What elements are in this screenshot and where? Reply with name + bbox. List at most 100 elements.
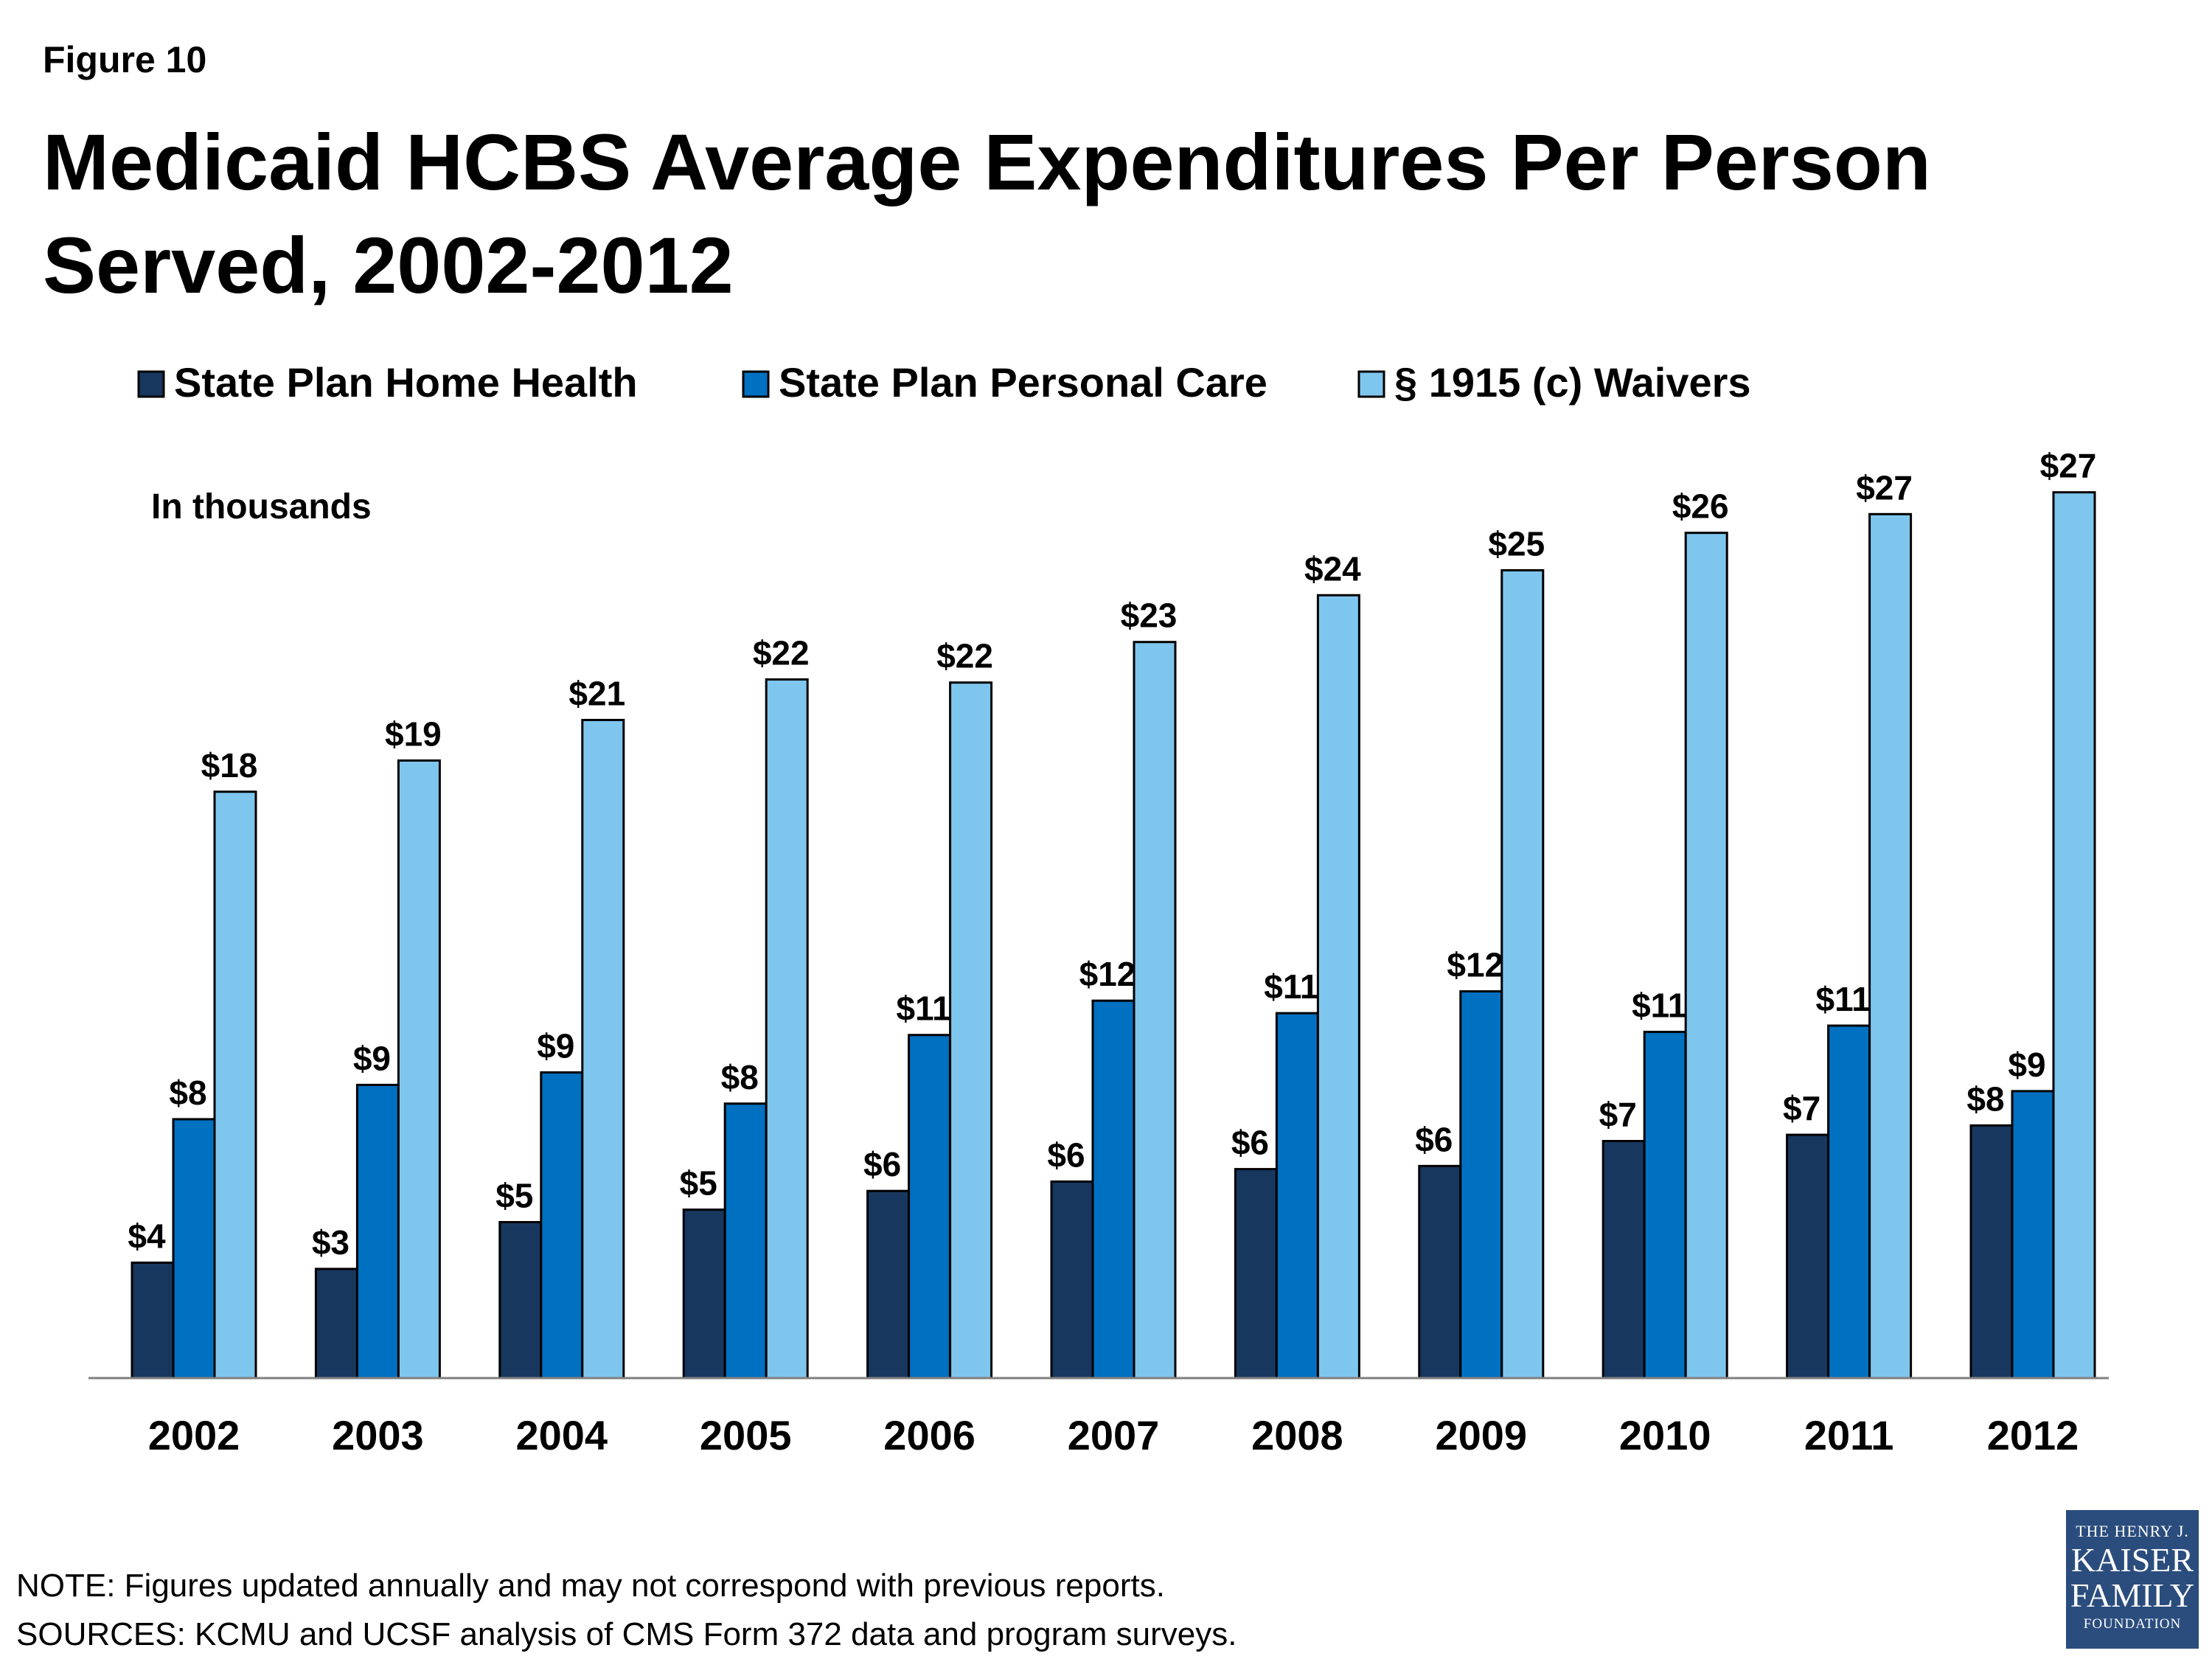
value-labels-layer: $4 $8 $18 $3 $9 $19 $5 $9 $21 $5 $8 $22 $6 $11 $22 $6 $1… [128, 447, 2096, 1262]
bar-state-plan-personal-care-2008 [1275, 1012, 1319, 1380]
x-tick-2003: 2003 [332, 1412, 424, 1458]
data-label-state-plan-personal-care-2008: $11 [1264, 967, 1318, 1006]
data-label-state-plan-home-health-2011: $7 [1783, 1089, 1820, 1127]
bar-state-plan-personal-care-2006 [908, 1034, 952, 1380]
bar-state-plan-personal-care-2011 [1827, 1024, 1871, 1380]
x-tick-2009: 2009 [1436, 1412, 1528, 1458]
x-tick-2005: 2005 [700, 1412, 792, 1458]
legend-label: State Plan Home Health [174, 359, 638, 406]
bar-1915-c-waivers-2012 [2052, 491, 2096, 1380]
data-label-1915-c-waivers-2012: $27 [2040, 447, 2097, 485]
data-label-state-plan-personal-care-2004: $9 [537, 1026, 574, 1065]
data-label-1915-c-waivers-2008: $24 [1304, 549, 1361, 588]
data-label-1915-c-waivers-2011: $27 [1856, 468, 1913, 507]
data-label-state-plan-home-health-2008: $6 [1231, 1124, 1269, 1162]
bar-state-plan-personal-care-2010 [1643, 1030, 1687, 1380]
bar-state-plan-home-health-2003 [314, 1267, 358, 1380]
data-label-1915-c-waivers-2007: $23 [1121, 597, 1178, 635]
data-label-state-plan-home-health-2006: $6 [863, 1145, 901, 1183]
data-label-state-plan-personal-care-2009: $12 [1447, 945, 1503, 984]
bar-1915-c-waivers-2004 [581, 718, 625, 1380]
sources-line: SOURCES: KCMU and UCSF analysis of CMS F… [16, 1616, 1237, 1652]
bar-1915-c-waivers-2008 [1316, 594, 1360, 1380]
logo-line: FOUNDATION [2083, 1616, 2182, 1632]
legend-item-state-plan-home-health: State Plan Home Health [137, 359, 638, 406]
bar-state-plan-home-health-2006 [866, 1189, 911, 1380]
data-label-state-plan-personal-care-2002: $8 [169, 1074, 206, 1112]
bar-1915-c-waivers-2011 [1868, 512, 1913, 1380]
data-label-1915-c-waivers-2004: $21 [568, 674, 625, 712]
data-label-state-plan-home-health-2005: $5 [680, 1164, 717, 1203]
note-line: NOTE: Figures updated annually and may n… [16, 1568, 1165, 1604]
bar-state-plan-personal-care-2002 [172, 1118, 216, 1380]
bar-1915-c-waivers-2006 [949, 681, 993, 1380]
logo-line: FAMILY [2070, 1576, 2195, 1614]
bar-chart: State Plan Home Health State Plan Persona… [88, 359, 2109, 1458]
x-tick-2004: 2004 [516, 1412, 608, 1458]
x-tick-2002: 2002 [148, 1412, 240, 1458]
bar-state-plan-personal-care-2007 [1091, 999, 1135, 1380]
legend-label: § 1915 (c) Waivers [1394, 359, 1751, 406]
bar-1915-c-waivers-2003 [397, 759, 441, 1380]
kff-logo: THE HENRY J. KAISER FAMILY FOUNDATION [2066, 1510, 2199, 1649]
data-label-state-plan-home-health-2002: $4 [128, 1217, 166, 1255]
legend-swatch [1357, 370, 1385, 398]
bar-state-plan-personal-care-2003 [355, 1083, 400, 1380]
logo-line: THE HENRY J. [2076, 1522, 2189, 1540]
data-label-state-plan-personal-care-2010: $11 [1632, 986, 1686, 1024]
x-tick-2011: 2011 [1804, 1412, 1894, 1458]
legend-item-state-plan-personal-care: State Plan Personal Care [742, 359, 1267, 406]
data-label-state-plan-home-health-2003: $3 [312, 1223, 349, 1262]
logo-line: KAISER [2070, 1541, 2194, 1579]
bar-state-plan-home-health-2011 [1786, 1133, 1830, 1380]
data-label-state-plan-personal-care-2012: $9 [2008, 1046, 2045, 1084]
data-label-1915-c-waivers-2005: $22 [753, 633, 810, 672]
chart-legend: State Plan Home Health State Plan Persona… [137, 359, 1751, 406]
footnotes: NOTE: Figures updated annually and may n… [16, 1562, 1237, 1659]
bar-1915-c-waivers-2002 [213, 790, 257, 1380]
bar-state-plan-home-health-2009 [1418, 1164, 1462, 1380]
bars-layer [131, 491, 2096, 1380]
data-label-state-plan-personal-care-2011: $11 [1815, 980, 1870, 1018]
bar-1915-c-waivers-2010 [1684, 532, 1728, 1380]
x-tick-2006: 2006 [883, 1412, 975, 1458]
data-label-state-plan-home-health-2009: $6 [1415, 1120, 1453, 1158]
data-label-state-plan-home-health-2004: $5 [495, 1177, 533, 1215]
data-label-1915-c-waivers-2006: $22 [936, 637, 993, 675]
data-label-state-plan-home-health-2007: $6 [1047, 1136, 1085, 1175]
bar-state-plan-home-health-2008 [1234, 1168, 1278, 1380]
bar-state-plan-personal-care-2004 [540, 1071, 584, 1380]
bar-state-plan-home-health-2005 [682, 1208, 726, 1380]
bar-state-plan-personal-care-2009 [1459, 990, 1503, 1380]
x-tick-labels: 2002 2003 2004 2005 2006 2007 2008 2009 2010 2011… [148, 1412, 2079, 1458]
data-label-state-plan-personal-care-2005: $8 [721, 1058, 759, 1096]
bar-1915-c-waivers-2009 [1500, 568, 1545, 1380]
x-tick-2008: 2008 [1251, 1412, 1343, 1458]
x-tick-2007: 2007 [1068, 1412, 1160, 1458]
data-label-state-plan-personal-care-2006: $11 [896, 990, 950, 1028]
bar-1915-c-waivers-2007 [1133, 641, 1177, 1380]
data-label-state-plan-personal-care-2007: $12 [1079, 955, 1136, 993]
bar-state-plan-home-health-2007 [1050, 1180, 1094, 1380]
x-tick-2012: 2012 [1987, 1412, 2079, 1458]
figure-label: Figure 10 [43, 39, 207, 80]
data-label-1915-c-waivers-2002: $18 [201, 746, 258, 785]
bar-state-plan-personal-care-2012 [2011, 1090, 2055, 1380]
bar-state-plan-home-health-2012 [1969, 1124, 2014, 1380]
legend-label: State Plan Personal Care [779, 359, 1267, 406]
x-tick-2010: 2010 [1619, 1412, 1711, 1458]
data-label-state-plan-personal-care-2003: $9 [353, 1039, 391, 1077]
legend-item-1915-c-waivers: § 1915 (c) Waivers [1357, 359, 1751, 406]
data-label-1915-c-waivers-2010: $26 [1672, 487, 1729, 526]
legend-swatch [137, 370, 165, 398]
bar-1915-c-waivers-2005 [765, 678, 809, 1380]
data-label-state-plan-home-health-2012: $8 [1966, 1079, 2004, 1118]
bar-state-plan-home-health-2010 [1601, 1140, 1646, 1380]
legend-swatch [742, 370, 770, 398]
bar-state-plan-personal-care-2005 [723, 1102, 768, 1380]
unit-note: In thousands [151, 487, 372, 526]
data-label-1915-c-waivers-2009: $25 [1488, 524, 1545, 563]
data-label-state-plan-home-health-2010: $7 [1599, 1096, 1637, 1134]
chart-title: Medicaid HCBS Average Expenditures Per P… [43, 117, 1931, 310]
data-label-1915-c-waivers-2003: $19 [385, 714, 442, 753]
